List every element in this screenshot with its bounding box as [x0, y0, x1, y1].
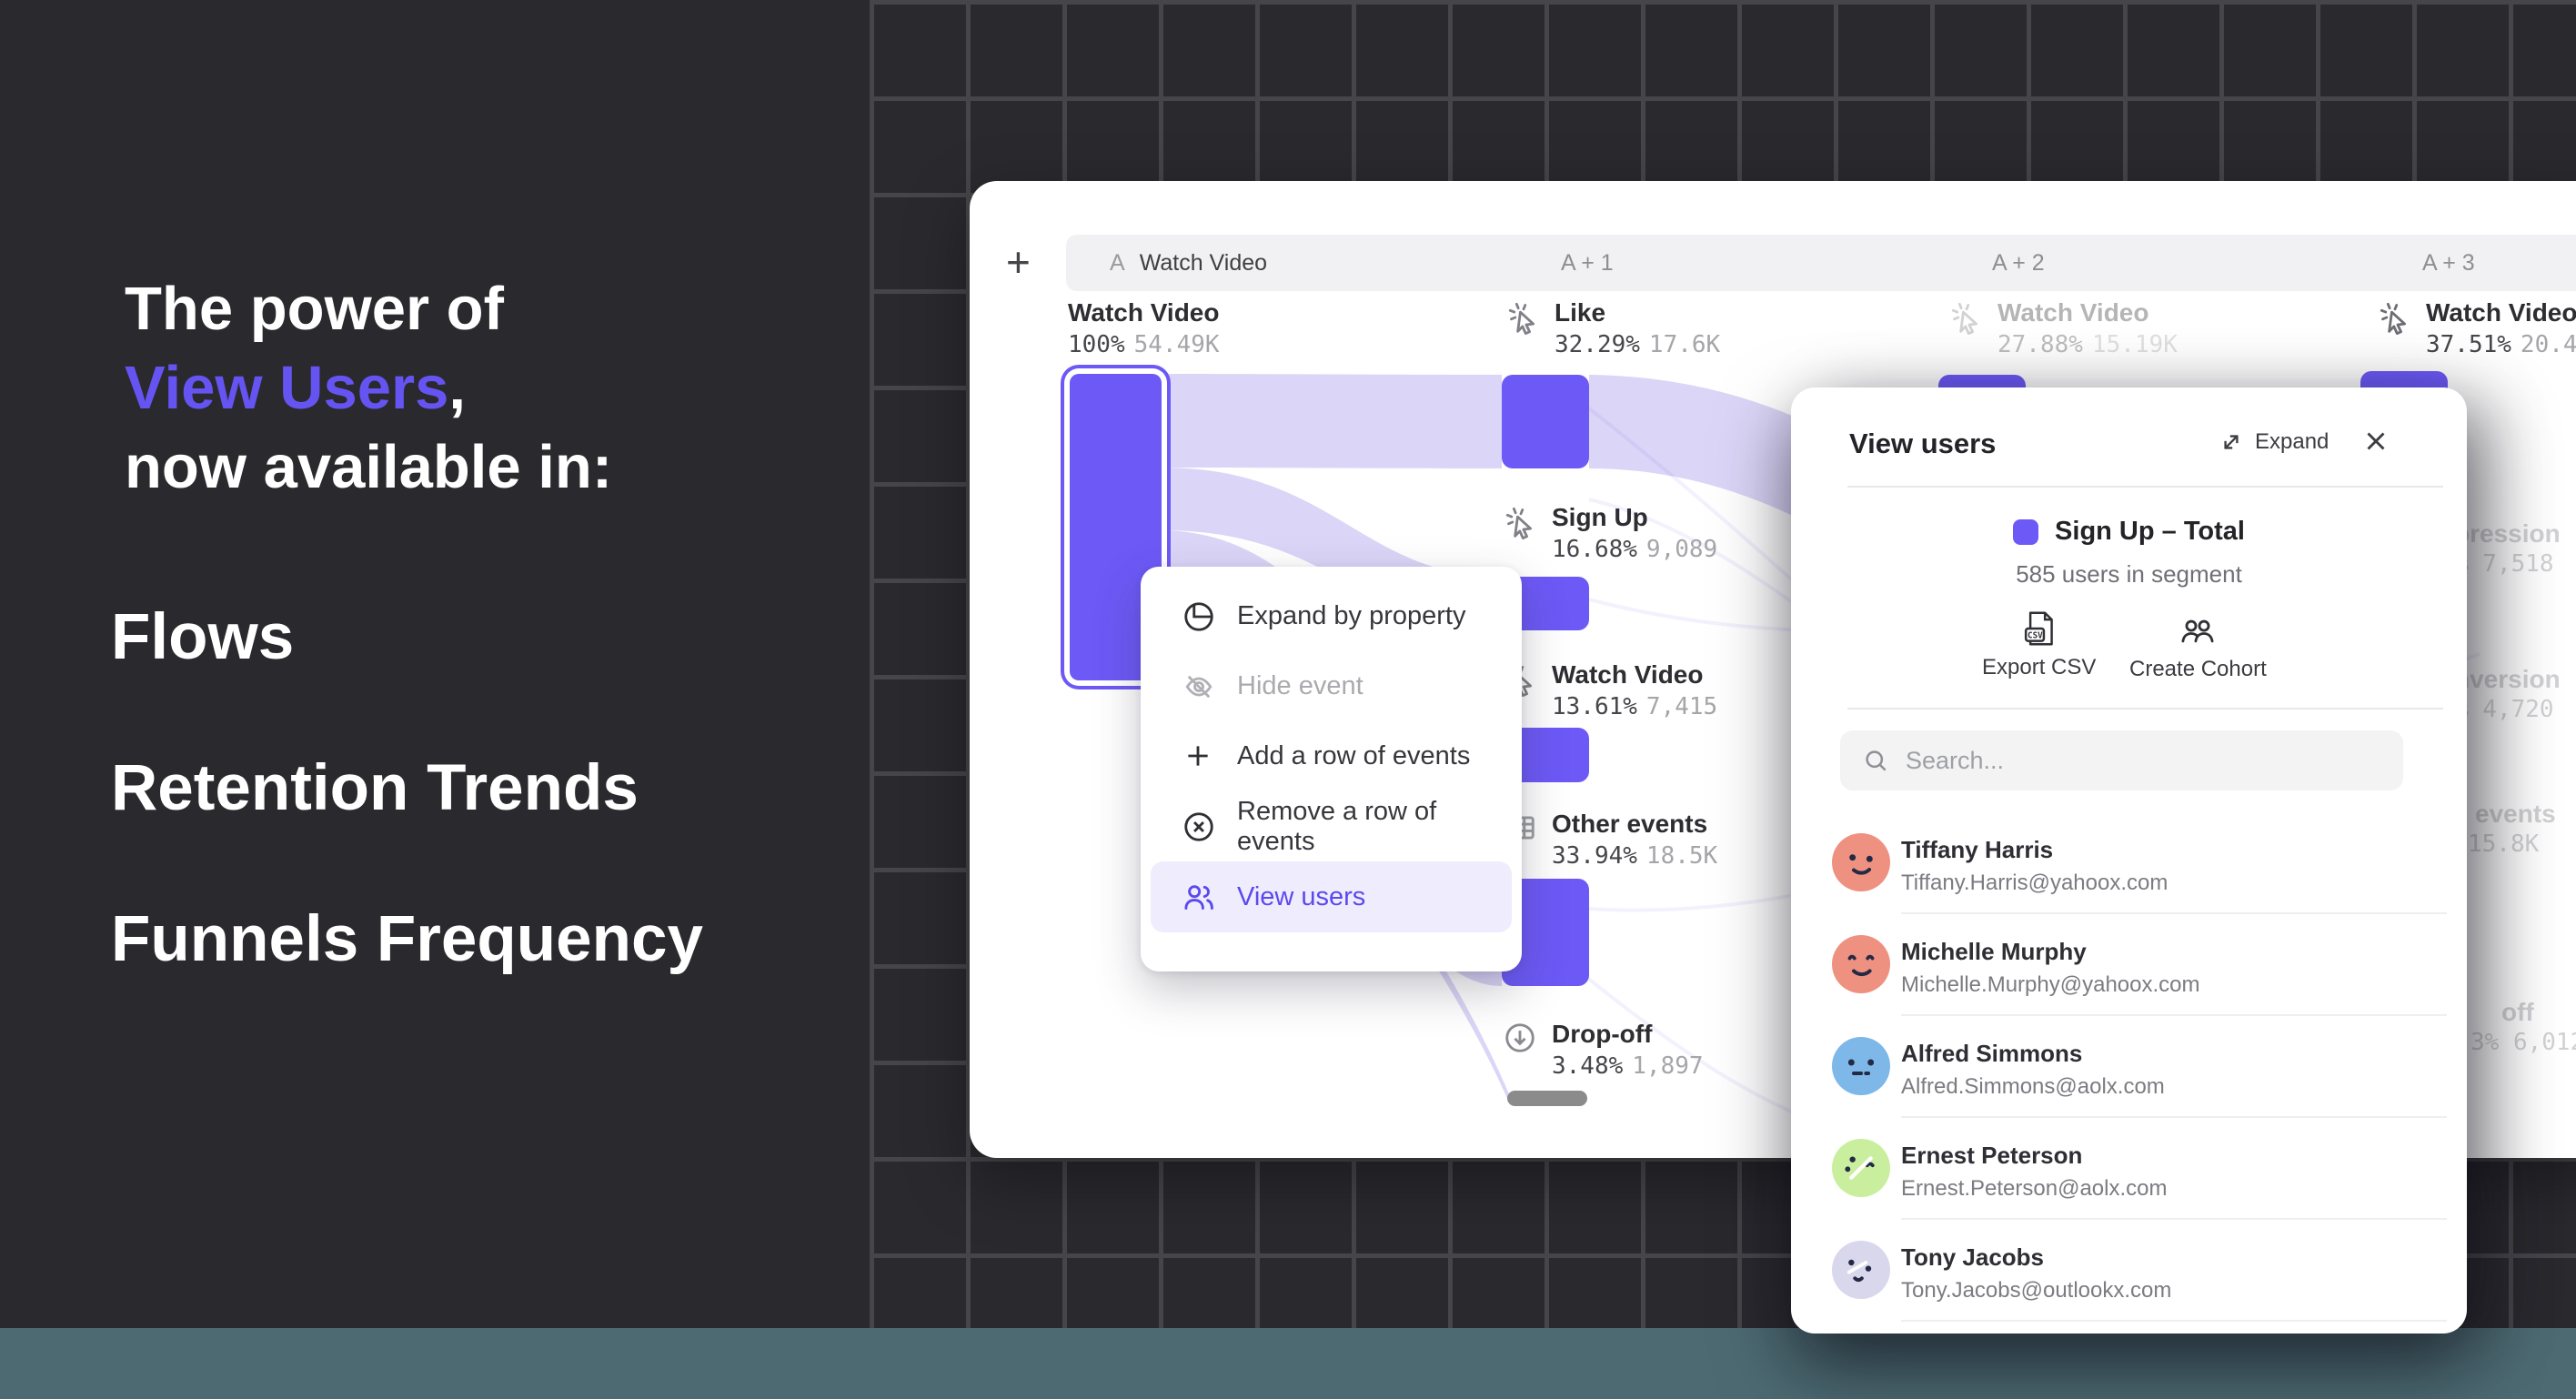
avatar	[1832, 1139, 1890, 1197]
cursor-click-icon	[1503, 504, 1539, 540]
panel-divider	[1847, 708, 2443, 710]
funnel-step-header-a[interactable]: A Watch Video	[1066, 235, 1529, 291]
expand-icon	[2219, 429, 2244, 455]
bottom-teal-strip	[0, 1328, 2576, 1399]
panel-title: View users	[1849, 428, 1997, 459]
create-cohort-button[interactable]: Create Cohort	[2129, 611, 2267, 682]
cursor-click-icon	[2377, 299, 2413, 336]
avatar	[1832, 1037, 1890, 1095]
legend-row: Sign Up – Total	[1791, 517, 2467, 547]
user-list-item[interactable]: Ernest Peterson Ernest.Peterson@aolx.com	[1832, 1139, 2432, 1223]
headline-line1: The power of	[125, 275, 504, 343]
svg-text:CSV: CSV	[2028, 631, 2043, 641]
search-icon	[1862, 747, 1889, 774]
funnel-step-header-a2[interactable]: A + 2	[1930, 235, 2407, 291]
headline: The power of View Users, now available i…	[125, 269, 612, 507]
avatar	[1832, 833, 1890, 891]
list-divider	[1901, 1218, 2447, 1220]
user-list-item[interactable]: Tony Jacobs Tony.Jacobs@outlookx.com	[1832, 1241, 2432, 1324]
breakdown-label-drop-off: Drop-off 3.48% 1,897	[1503, 1019, 1704, 1082]
step-letter: A	[1110, 249, 1125, 276]
legend-label: Sign Up – Total	[2055, 517, 2245, 546]
avatar	[1832, 935, 1890, 993]
list-divider	[1901, 1116, 2447, 1118]
step-label-watch-video-1: Watch Video 100% 54.49K	[1068, 298, 1220, 358]
step-header-label: A + 3	[2422, 249, 2475, 276]
menu-item-hide-event[interactable]: Hide event	[1141, 651, 1522, 721]
right-edge-label-events: events 15.8K	[2468, 800, 2556, 858]
right-edge-label-impression: pression % 7,518	[2454, 519, 2561, 578]
context-menu: Expand by property Hide event Add a row …	[1141, 567, 1522, 971]
view-users-panel: View users Expand Sign Up – Total 585 us…	[1791, 387, 2467, 1334]
funnel-bar-like[interactable]	[1502, 375, 1589, 468]
funnel-step-header-a3[interactable]: A + 3	[2360, 235, 2576, 291]
add-step-button[interactable]: +	[1006, 238, 1031, 286]
expand-button[interactable]: Expand	[2219, 429, 2329, 455]
users-icon	[1182, 881, 1215, 913]
breakdown-label-watch-video: Watch Video 13.61% 7,415	[1503, 659, 1717, 723]
cohort-people-icon	[2179, 611, 2217, 649]
menu-item-remove-row-of-events[interactable]: Remove a row of events	[1141, 791, 1522, 861]
menu-item-add-row-of-events[interactable]: Add a row of events	[1141, 721, 1522, 791]
user-list-item[interactable]: Tiffany Harris Tiffany.Harris@yahoox.com	[1832, 833, 2432, 917]
search-input[interactable]	[1904, 745, 2396, 776]
headline-highlight: View Users	[125, 354, 449, 422]
csv-file-icon: CSV	[2020, 609, 2058, 648]
funnel-bar-drop-off[interactable]	[1507, 1091, 1587, 1106]
breakdown-label-other-events: Other events 33.94% 18.5K	[1503, 809, 1717, 872]
headline-line2: View Users,	[125, 348, 612, 428]
panel-divider	[1847, 486, 2443, 488]
headline-line3: now available in:	[125, 433, 613, 501]
step-header-label: Watch Video	[1139, 249, 1268, 276]
funnel-step-header-a1[interactable]: A + 1	[1499, 235, 1977, 291]
list-divider	[1901, 1320, 2447, 1322]
menu-item-view-users[interactable]: View users	[1151, 861, 1512, 932]
close-icon[interactable]	[2360, 426, 2391, 457]
step-label-like: Like 32.29% 17.6K	[1505, 297, 1720, 361]
list-divider	[1901, 1014, 2447, 1016]
avatar	[1832, 1241, 1890, 1299]
export-csv-button[interactable]: CSV Export CSV	[1982, 609, 2096, 680]
plus-icon	[1182, 740, 1215, 773]
arrow-down-circle-icon	[1503, 1021, 1539, 1057]
feature-funnels-frequency: Funnels Frequency	[111, 903, 703, 975]
legend-swatch	[2013, 518, 2039, 545]
step-label-watch-video-2: Watch Video 27.88% 15.19K	[1948, 297, 2178, 361]
cursor-click-icon	[1505, 299, 1542, 336]
right-edge-label-conversion: nversion % 4,720	[2454, 665, 2561, 723]
step-header-label: A + 1	[1561, 249, 1614, 276]
breakdown-label-sign-up: Sign Up 16.68% 9,089	[1503, 502, 1717, 566]
feature-flows: Flows	[111, 601, 295, 673]
step-label-watch-video-3: Watch Video 37.51%20.44K	[2377, 297, 2576, 361]
menu-item-expand-by-property[interactable]: Expand by property	[1141, 581, 1522, 651]
cursor-click-icon	[1948, 299, 1985, 336]
right-edge-label-drop-off: off 3% 6,012	[2470, 998, 2576, 1056]
expand-by-property-icon	[1182, 600, 1215, 633]
list-divider	[1901, 912, 2447, 914]
remove-circle-icon	[1182, 810, 1215, 843]
step-header-label: A + 2	[1992, 249, 2045, 276]
headline-comma: ,	[448, 354, 466, 422]
eye-off-icon	[1182, 670, 1215, 703]
user-list-item[interactable]: Michelle Murphy Michelle.Murphy@yahoox.c…	[1832, 935, 2432, 1019]
feature-retention-trends: Retention Trends	[111, 752, 639, 824]
user-list-item[interactable]: Alfred Simmons Alfred.Simmons@aolx.com	[1832, 1037, 2432, 1121]
search-box	[1840, 730, 2403, 790]
segment-info: 585 users in segment	[2016, 560, 2242, 588]
